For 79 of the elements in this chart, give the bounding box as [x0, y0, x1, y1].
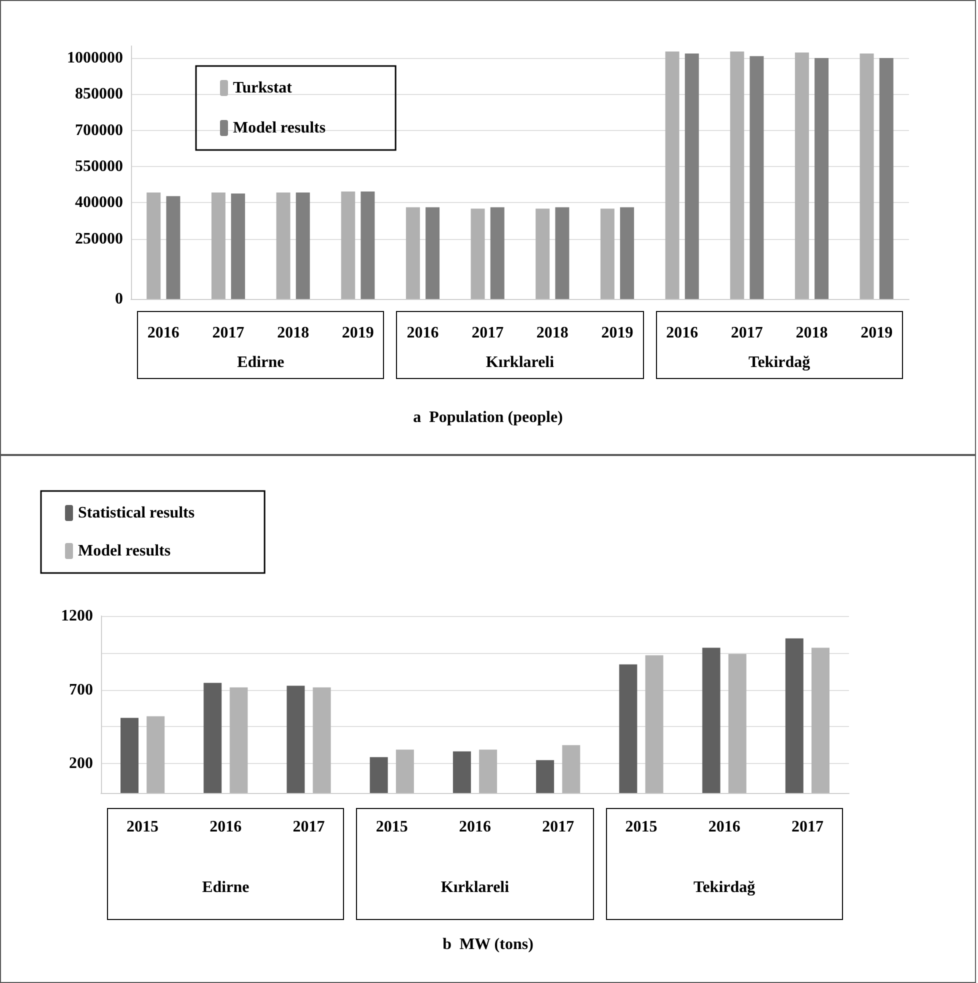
x-axis-title: a Population (people) [412, 409, 564, 427]
bar [204, 682, 222, 793]
bar [814, 58, 829, 299]
x-tick-label: 2018 [277, 324, 310, 342]
bar [536, 208, 550, 299]
bar [396, 750, 414, 793]
bar [370, 757, 388, 793]
bar [619, 664, 638, 793]
x-tick-label: 2016 [708, 818, 740, 836]
x-tick-label: 2015 [376, 818, 408, 836]
x-tick-label: 2016 [459, 818, 491, 836]
bar [702, 648, 720, 793]
bar [750, 56, 764, 299]
y-tick-label: 1200 [61, 608, 93, 624]
y-tick-label: 850000 [75, 86, 123, 103]
x-axis-title: b MW (tons) [442, 936, 534, 954]
bar [341, 192, 356, 299]
bar [684, 53, 699, 299]
bar [312, 687, 331, 793]
x-tick-label: 2017 [791, 818, 824, 836]
bar [146, 716, 165, 793]
legend-label: Model results [78, 542, 171, 560]
x-tick-label: 2016 [210, 818, 242, 836]
bar [470, 208, 485, 299]
bar [536, 760, 554, 793]
bar [785, 638, 804, 793]
y-tick-label: 0 [115, 290, 123, 308]
bar [230, 687, 248, 793]
legend-label: Turkstat [233, 80, 293, 96]
bar [166, 196, 180, 299]
x-tick-label: 2017 [730, 324, 763, 342]
bar [360, 192, 375, 299]
bar [286, 686, 305, 793]
bar [728, 654, 746, 793]
x-tick-label: 2019 [860, 324, 893, 342]
y-tick-label: 250000 [75, 230, 123, 248]
x-tick-label: 2019 [342, 324, 374, 342]
bar [479, 750, 498, 793]
bar [620, 207, 634, 299]
x-tick-label: 2018 [536, 324, 568, 342]
bar [120, 718, 139, 793]
bar [231, 193, 246, 299]
bar [555, 207, 570, 299]
x-tick-label: 2017 [542, 818, 574, 836]
bar [600, 208, 614, 299]
bar [146, 192, 161, 299]
x-tick-label: 2016 [147, 324, 180, 342]
x-tick-label: 2015 [126, 818, 159, 836]
x-tick-label: 2015 [625, 818, 658, 836]
y-tick-label: 550000 [75, 158, 123, 175]
bar [879, 58, 894, 299]
x-tick-label: 2017 [472, 324, 504, 342]
y-tick-label: 700 [69, 681, 93, 698]
bar [645, 655, 664, 793]
bar [426, 207, 440, 299]
x-tick-label: 2016 [666, 324, 698, 342]
bar [490, 207, 504, 299]
x-tick-label: 2017 [292, 818, 325, 836]
bar [730, 52, 744, 299]
bar [452, 751, 471, 793]
bar [811, 648, 830, 793]
y-tick-label: 200 [69, 755, 93, 772]
y-tick-label: 400000 [75, 194, 123, 212]
x-tick-label: 2016 [406, 324, 439, 342]
x-tick-label: 2018 [796, 324, 828, 342]
bar [296, 192, 310, 299]
bar [794, 52, 809, 299]
x-tick-label: 2017 [212, 324, 244, 342]
y-tick-label: 1000000 [67, 50, 123, 67]
bar [665, 52, 680, 299]
bar [860, 53, 874, 299]
y-tick-label: 700000 [75, 122, 123, 139]
x-tick-label: 2019 [601, 324, 634, 342]
bar [276, 192, 290, 299]
bar [562, 745, 580, 793]
legend-label: Model results [233, 120, 326, 136]
bar [211, 192, 226, 299]
legend-label: Statistical results [78, 504, 195, 522]
bar [406, 207, 420, 299]
